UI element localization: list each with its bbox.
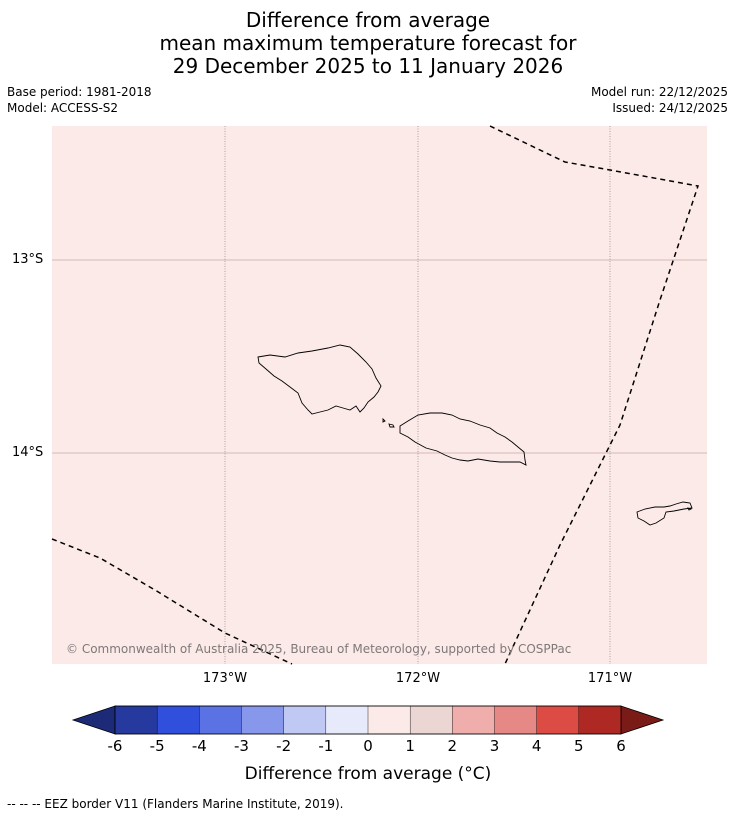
base-period: Base period: 1981-2018	[7, 85, 152, 99]
colorbar-segment	[325, 705, 369, 735]
colorbar-segment	[283, 705, 327, 735]
colorbar-segment	[367, 705, 411, 735]
colorbar-tick-label: -4	[191, 737, 207, 755]
colorbar-tick-label: -5	[149, 737, 165, 755]
colorbar-segment	[578, 705, 622, 735]
eez-border-east	[489, 125, 699, 665]
colorbar-segment	[114, 705, 158, 735]
colorbar-under-triangle	[71, 705, 116, 735]
eez-legend-footer: -- -- -- EEZ border V11 (Flanders Marine…	[7, 797, 344, 811]
colorbar-tick-label: 3	[489, 737, 500, 755]
island-apolima	[382, 417, 386, 423]
gridlines	[52, 126, 707, 664]
copyright-notice: © Commonwealth of Australia 2025, Bureau…	[66, 642, 572, 656]
map-area	[52, 126, 707, 664]
colorbar-over-triangle	[620, 705, 665, 735]
colorbar-tick-label: 0	[363, 737, 373, 755]
colorbar-segment	[156, 705, 200, 735]
colorbar-segment	[494, 705, 538, 735]
title-line-2: mean maximum temperature forecast for	[159, 31, 577, 55]
colorbar-segment	[241, 705, 285, 735]
colorbar-segment	[536, 705, 580, 735]
island-manono	[388, 423, 395, 428]
lon-label-173w: 173°W	[202, 671, 248, 686]
colorbar-tick-label: -2	[276, 737, 292, 755]
island-upolu	[399, 412, 527, 466]
lon-label-171w: 171°W	[587, 671, 633, 686]
colorbar-outline	[114, 705, 622, 735]
colorbar	[71, 705, 665, 735]
colorbar-segment	[199, 705, 242, 735]
title-line-3: 29 December 2025 to 11 January 2026	[172, 54, 564, 78]
issued-date: Issued: 24/12/2025	[612, 101, 728, 115]
colorbar-tick-label: 6	[616, 737, 626, 755]
lat-label-14s: 14°S	[12, 445, 44, 460]
colorbar-tick-label: 2	[447, 737, 458, 755]
model-name: Model: ACCESS-S2	[7, 101, 119, 115]
islands	[257, 344, 693, 526]
island-savaii	[257, 344, 382, 415]
colorbar-tick-label: -6	[107, 737, 123, 755]
colorbar-tick-label: 1	[405, 737, 415, 755]
island-aunuu	[687, 507, 693, 511]
colorbar-segment	[409, 705, 453, 735]
model-run: Model run: 22/12/2025	[590, 85, 728, 99]
colorbar-label: Difference from average (°C)	[244, 764, 492, 784]
colorbar-tick-label: 4	[531, 737, 542, 755]
colorbar-tick-label: -3	[234, 737, 249, 755]
eez-border	[51, 125, 699, 665]
colorbar-segment	[452, 705, 496, 735]
title-line-1: Difference from average	[245, 8, 491, 32]
lon-label-172w: 172°W	[395, 671, 441, 686]
colorbar-tick-label: -1	[318, 737, 334, 755]
lat-label-13s: 13°S	[12, 252, 44, 267]
colorbar-tick-label: 5	[574, 737, 584, 755]
